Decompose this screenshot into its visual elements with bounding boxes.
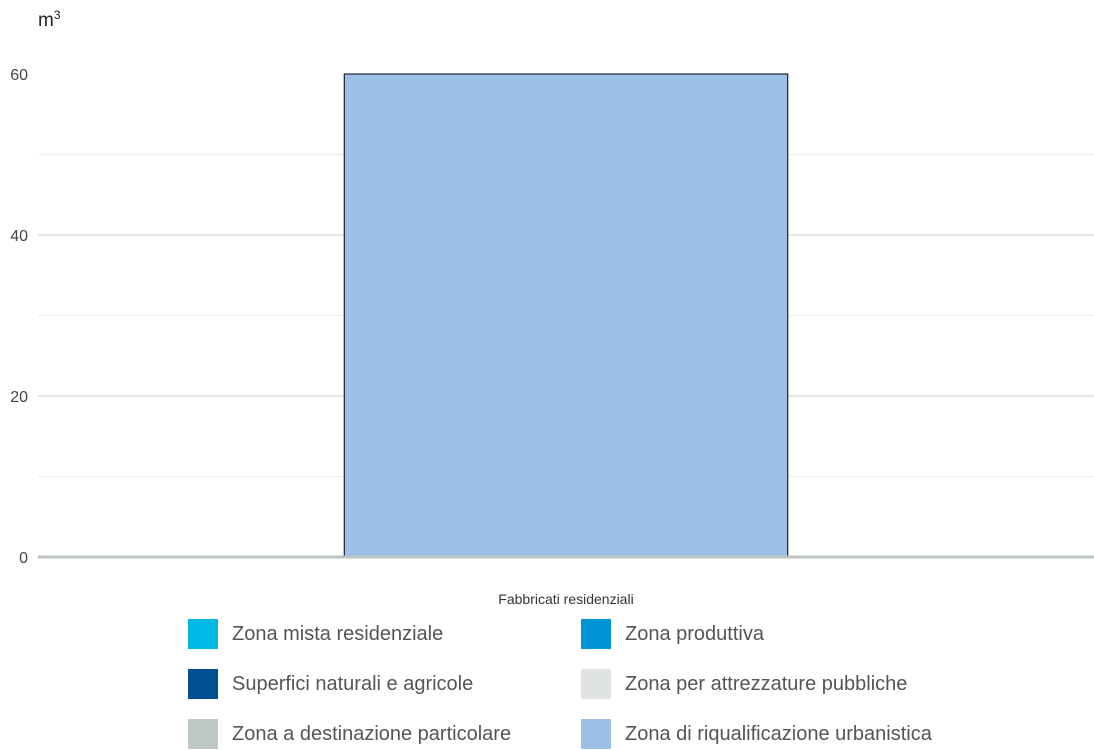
unit-superscript: 3 (53, 8, 61, 22)
legend-label: Zona produttiva (625, 622, 764, 645)
y-tick-label: 40 (10, 228, 28, 245)
legend-item: Superfici naturali e agricole (188, 668, 473, 700)
legend-item: Zona di riqualificazione urbanistica (581, 718, 932, 750)
legend-swatch (188, 719, 218, 749)
legend-label: Superfici naturali e agricole (232, 672, 474, 695)
bar (343, 73, 789, 558)
legend-label: Zona a destinazione particolare (232, 722, 512, 745)
legend-item: Zona produttiva (581, 618, 764, 650)
legend-label: Zona di riqualificazione urbanistica (625, 722, 932, 745)
legend-item: Zona per attrezzature pubbliche (581, 668, 907, 700)
y-tick-label: 60 (10, 67, 28, 84)
y-tick-label: 20 (10, 389, 28, 406)
legend-swatch (188, 619, 218, 649)
legend-label: Zona mista residenziale (232, 622, 444, 645)
x-category-label: Fabbricati residenziali (498, 591, 633, 607)
legend-item: Zona a destinazione particolare (188, 718, 511, 750)
legend-item: Zona mista residenziale (188, 618, 443, 650)
legend-swatch (188, 669, 218, 699)
legend-swatch (581, 669, 611, 699)
legend-swatch (581, 619, 611, 649)
legend-label: Zona per attrezzature pubbliche (625, 672, 908, 695)
unit-base: m (38, 10, 54, 31)
plot-area: 0 20 40 60 Fabbricati residenziali (10, 67, 1094, 607)
y-axis-unit-label: m3 (38, 8, 61, 32)
y-tick-label: 0 (19, 550, 28, 567)
legend-swatch (581, 719, 611, 749)
